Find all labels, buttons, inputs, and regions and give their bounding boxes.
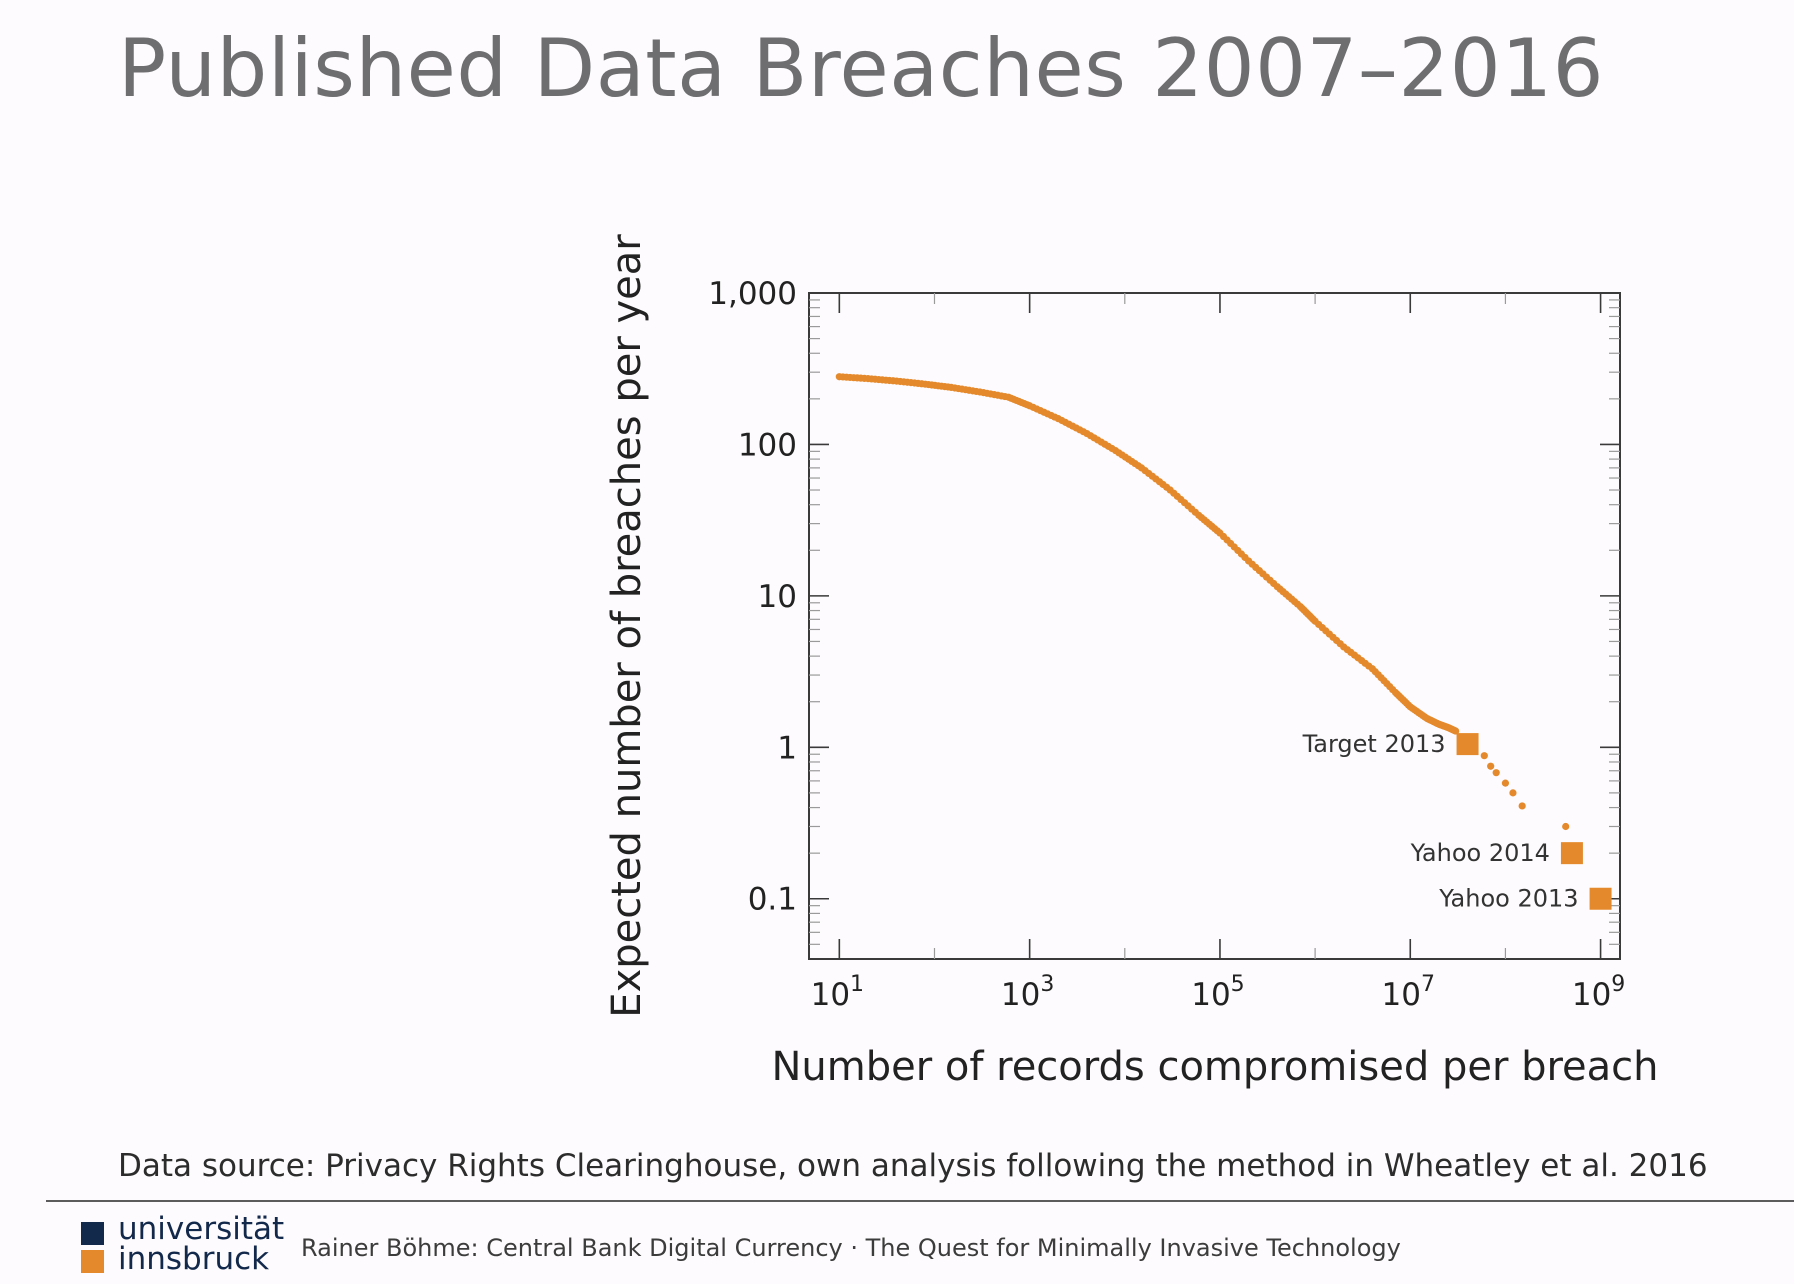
x-tick-exponent: 3 xyxy=(1040,972,1054,997)
highlight-marks: Target 2013 Yahoo 2014 Yahoo 2013 xyxy=(1302,730,1612,913)
university-logo: universität innsbruck xyxy=(81,1212,291,1277)
highlight-marker xyxy=(1560,842,1583,865)
x-tick-label: 107 xyxy=(1382,972,1435,1013)
x-tick-base: 10 xyxy=(1572,977,1611,1013)
logo-navy-square xyxy=(81,1222,104,1245)
data-point xyxy=(1518,802,1526,810)
highlight-marker xyxy=(1589,887,1612,910)
data-source-note: Data source: Privacy Rights Clearinghous… xyxy=(118,1148,1708,1184)
x-axis-label: Number of records compromised per breach xyxy=(771,1044,1658,1090)
x-tick-exponent: 7 xyxy=(1421,972,1435,997)
y-tick-labels: 1,000 100 10 1 0.1 xyxy=(708,276,797,918)
highlight-marker xyxy=(1456,733,1479,756)
x-tick-base: 10 xyxy=(811,977,850,1013)
x-tick-label: 109 xyxy=(1572,972,1625,1013)
y-tick-label: 1 xyxy=(777,730,797,766)
data-point xyxy=(1562,822,1570,831)
highlight-label: Target 2013 xyxy=(1302,730,1446,758)
x-tick-exponent: 5 xyxy=(1231,972,1245,997)
x-tick-base: 10 xyxy=(1001,977,1040,1013)
y-tick-label: 0.1 xyxy=(748,882,797,918)
plot-frame xyxy=(808,292,1621,960)
x-tick-base: 10 xyxy=(1382,977,1421,1013)
x-tick-exponent: 1 xyxy=(850,972,864,997)
x-tick-label: 105 xyxy=(1191,972,1244,1013)
logo-orange-square xyxy=(81,1250,104,1273)
y-axis-label: Expected number of breaches per year xyxy=(604,234,650,1018)
data-point xyxy=(1509,789,1517,797)
logo-text-line2: innsbruck xyxy=(118,1241,270,1277)
logo-text-line1: universität xyxy=(118,1211,285,1247)
minor-ticks xyxy=(809,293,1620,959)
y-tick-label: 1,000 xyxy=(708,276,797,312)
footer-divider xyxy=(46,1200,1794,1202)
data-point xyxy=(1487,762,1495,770)
data-point xyxy=(1480,752,1488,760)
footer-credit: Rainer Böhme: Central Bank Digital Curre… xyxy=(301,1234,1401,1262)
major-ticks xyxy=(809,292,1620,959)
x-tick-base: 10 xyxy=(1191,977,1230,1013)
x-tick-label: 103 xyxy=(1001,972,1054,1013)
highlight-label: Yahoo 2014 xyxy=(1410,839,1550,867)
y-tick-label: 100 xyxy=(738,427,797,463)
x-tick-exponent: 9 xyxy=(1611,972,1625,997)
data-point xyxy=(1492,769,1500,777)
slide-title: Published Data Breaches 2007–2016 xyxy=(118,22,1604,115)
data-point xyxy=(1452,727,1460,735)
x-tick-label: 101 xyxy=(811,972,864,1013)
data-point xyxy=(1501,779,1510,787)
data-points xyxy=(835,373,1570,831)
x-tick-labels: 101 103 105 107 109 xyxy=(811,972,1626,1013)
y-tick-label: 10 xyxy=(758,579,797,615)
highlight-label: Yahoo 2013 xyxy=(1438,885,1578,913)
